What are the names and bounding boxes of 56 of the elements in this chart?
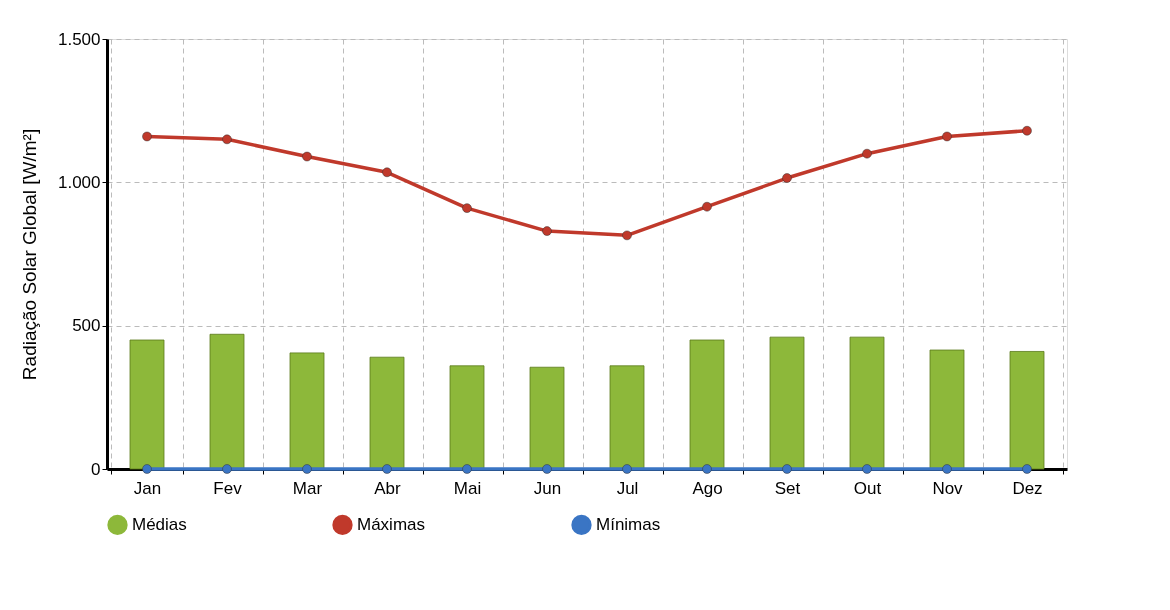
point (462, 464, 472, 474)
point (462, 203, 472, 213)
x-tick-label: Ago (692, 478, 723, 498)
point (382, 464, 392, 474)
point (942, 464, 952, 474)
x-tick-label: Mar (292, 478, 323, 498)
legend-label: Máximas (357, 514, 426, 534)
point (382, 167, 392, 178)
point (862, 464, 872, 474)
bar (929, 349, 965, 470)
bar (209, 333, 245, 470)
bar (689, 339, 725, 470)
x-tick-label: Fev (213, 478, 243, 498)
x-tick-label: Dez (1012, 478, 1043, 498)
point (942, 131, 952, 142)
legend-label: Mínimas (596, 514, 661, 534)
point (782, 173, 792, 183)
y-tick-label: 1.500 (57, 29, 101, 49)
y-axis-title: Radiação Solar Global [W/m²] (18, 128, 40, 381)
point (222, 464, 232, 474)
point (622, 464, 632, 474)
point (542, 226, 552, 236)
bar (1009, 351, 1045, 470)
bar (769, 336, 805, 470)
y-tick-label: 1.000 (57, 172, 101, 192)
point (222, 134, 232, 145)
y-tick-label: 500 (72, 316, 101, 336)
point (1022, 126, 1032, 136)
bar (369, 356, 405, 470)
bar (289, 352, 325, 470)
point (302, 151, 312, 162)
x-tick-label: Jul (616, 478, 639, 498)
point (622, 230, 632, 241)
bar (529, 366, 565, 470)
bar (609, 365, 645, 470)
point (702, 201, 712, 212)
x-tick-label: Jun (533, 478, 562, 498)
x-tick-label: Abr (374, 478, 402, 498)
x-tick-label: Mai (453, 478, 482, 498)
point (542, 464, 552, 474)
point (782, 464, 792, 474)
point (862, 148, 872, 159)
point (302, 464, 312, 474)
point (142, 131, 152, 142)
y-tick-label: 0 (91, 459, 101, 479)
point (702, 464, 712, 474)
bar (449, 365, 485, 470)
x-tick-label: Jan (133, 478, 162, 498)
point (1022, 464, 1032, 474)
x-tick-label: Set (774, 478, 801, 498)
point (142, 464, 152, 474)
bar (849, 336, 885, 470)
x-tick-label: Out (853, 478, 882, 498)
bar (129, 339, 165, 470)
legend-label: Médias (132, 514, 187, 534)
x-tick-label: Nov (932, 478, 964, 498)
